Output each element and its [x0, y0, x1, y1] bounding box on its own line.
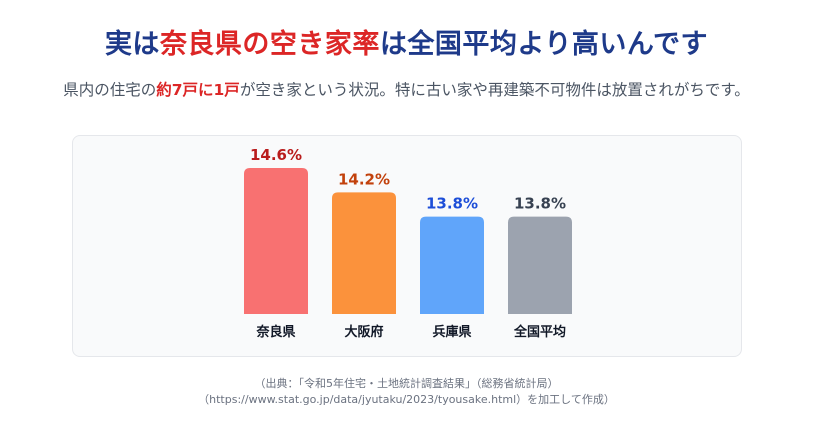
- subtitle-highlight: 約7戸に1戸: [156, 81, 240, 99]
- source-line-2: （https://www.stat.go.jp/data/jyutaku/202…: [198, 393, 615, 406]
- page-subtitle: 県内の住宅の約7戸に1戸が空き家という状況。特に古い家や再建築不可物件は放置され…: [0, 78, 813, 100]
- page-title: 実は奈良県の空き家率は全国平均より高いんです: [0, 22, 813, 61]
- bar-2: [332, 192, 396, 314]
- value-label-1: 14.6%: [250, 146, 302, 164]
- category-label-2: 大阪府: [344, 324, 383, 340]
- title-part-2: は全国平均より高いんです: [379, 29, 709, 60]
- bar-3: [420, 216, 484, 314]
- value-label-3: 13.8%: [426, 195, 478, 213]
- category-label-1: 奈良県: [255, 324, 295, 340]
- source-line-1: （出典：「令和5年住宅・土地統計調査結果」（総務省統計局）: [254, 377, 559, 390]
- value-label-2: 14.2%: [338, 170, 390, 188]
- chart-card: 14.6% 奈良県 14.2% 大阪府 13.8% 兵庫県 13.8% 全国平均: [72, 135, 742, 357]
- title-part-1: 実は: [104, 29, 160, 60]
- category-label-4: 全国平均: [513, 324, 566, 340]
- subtitle-part-2: が空き家という状況。特に古い家や再建築不可物件は放置されがちです。: [239, 81, 750, 99]
- source-note: （出典：「令和5年住宅・土地統計調査結果」（総務省統計局） （https://w…: [0, 376, 813, 408]
- title-highlight: 奈良県の空き家率: [159, 29, 380, 60]
- value-label-4: 13.8%: [514, 195, 566, 213]
- subtitle-part-1: 県内の住宅の: [63, 81, 157, 99]
- bar-1: [244, 168, 308, 314]
- category-label-3: 兵庫県: [432, 324, 471, 340]
- bar-chart: 14.6% 奈良県 14.2% 大阪府 13.8% 兵庫県 13.8% 全国平均: [244, 146, 572, 340]
- bar-4: [508, 216, 572, 314]
